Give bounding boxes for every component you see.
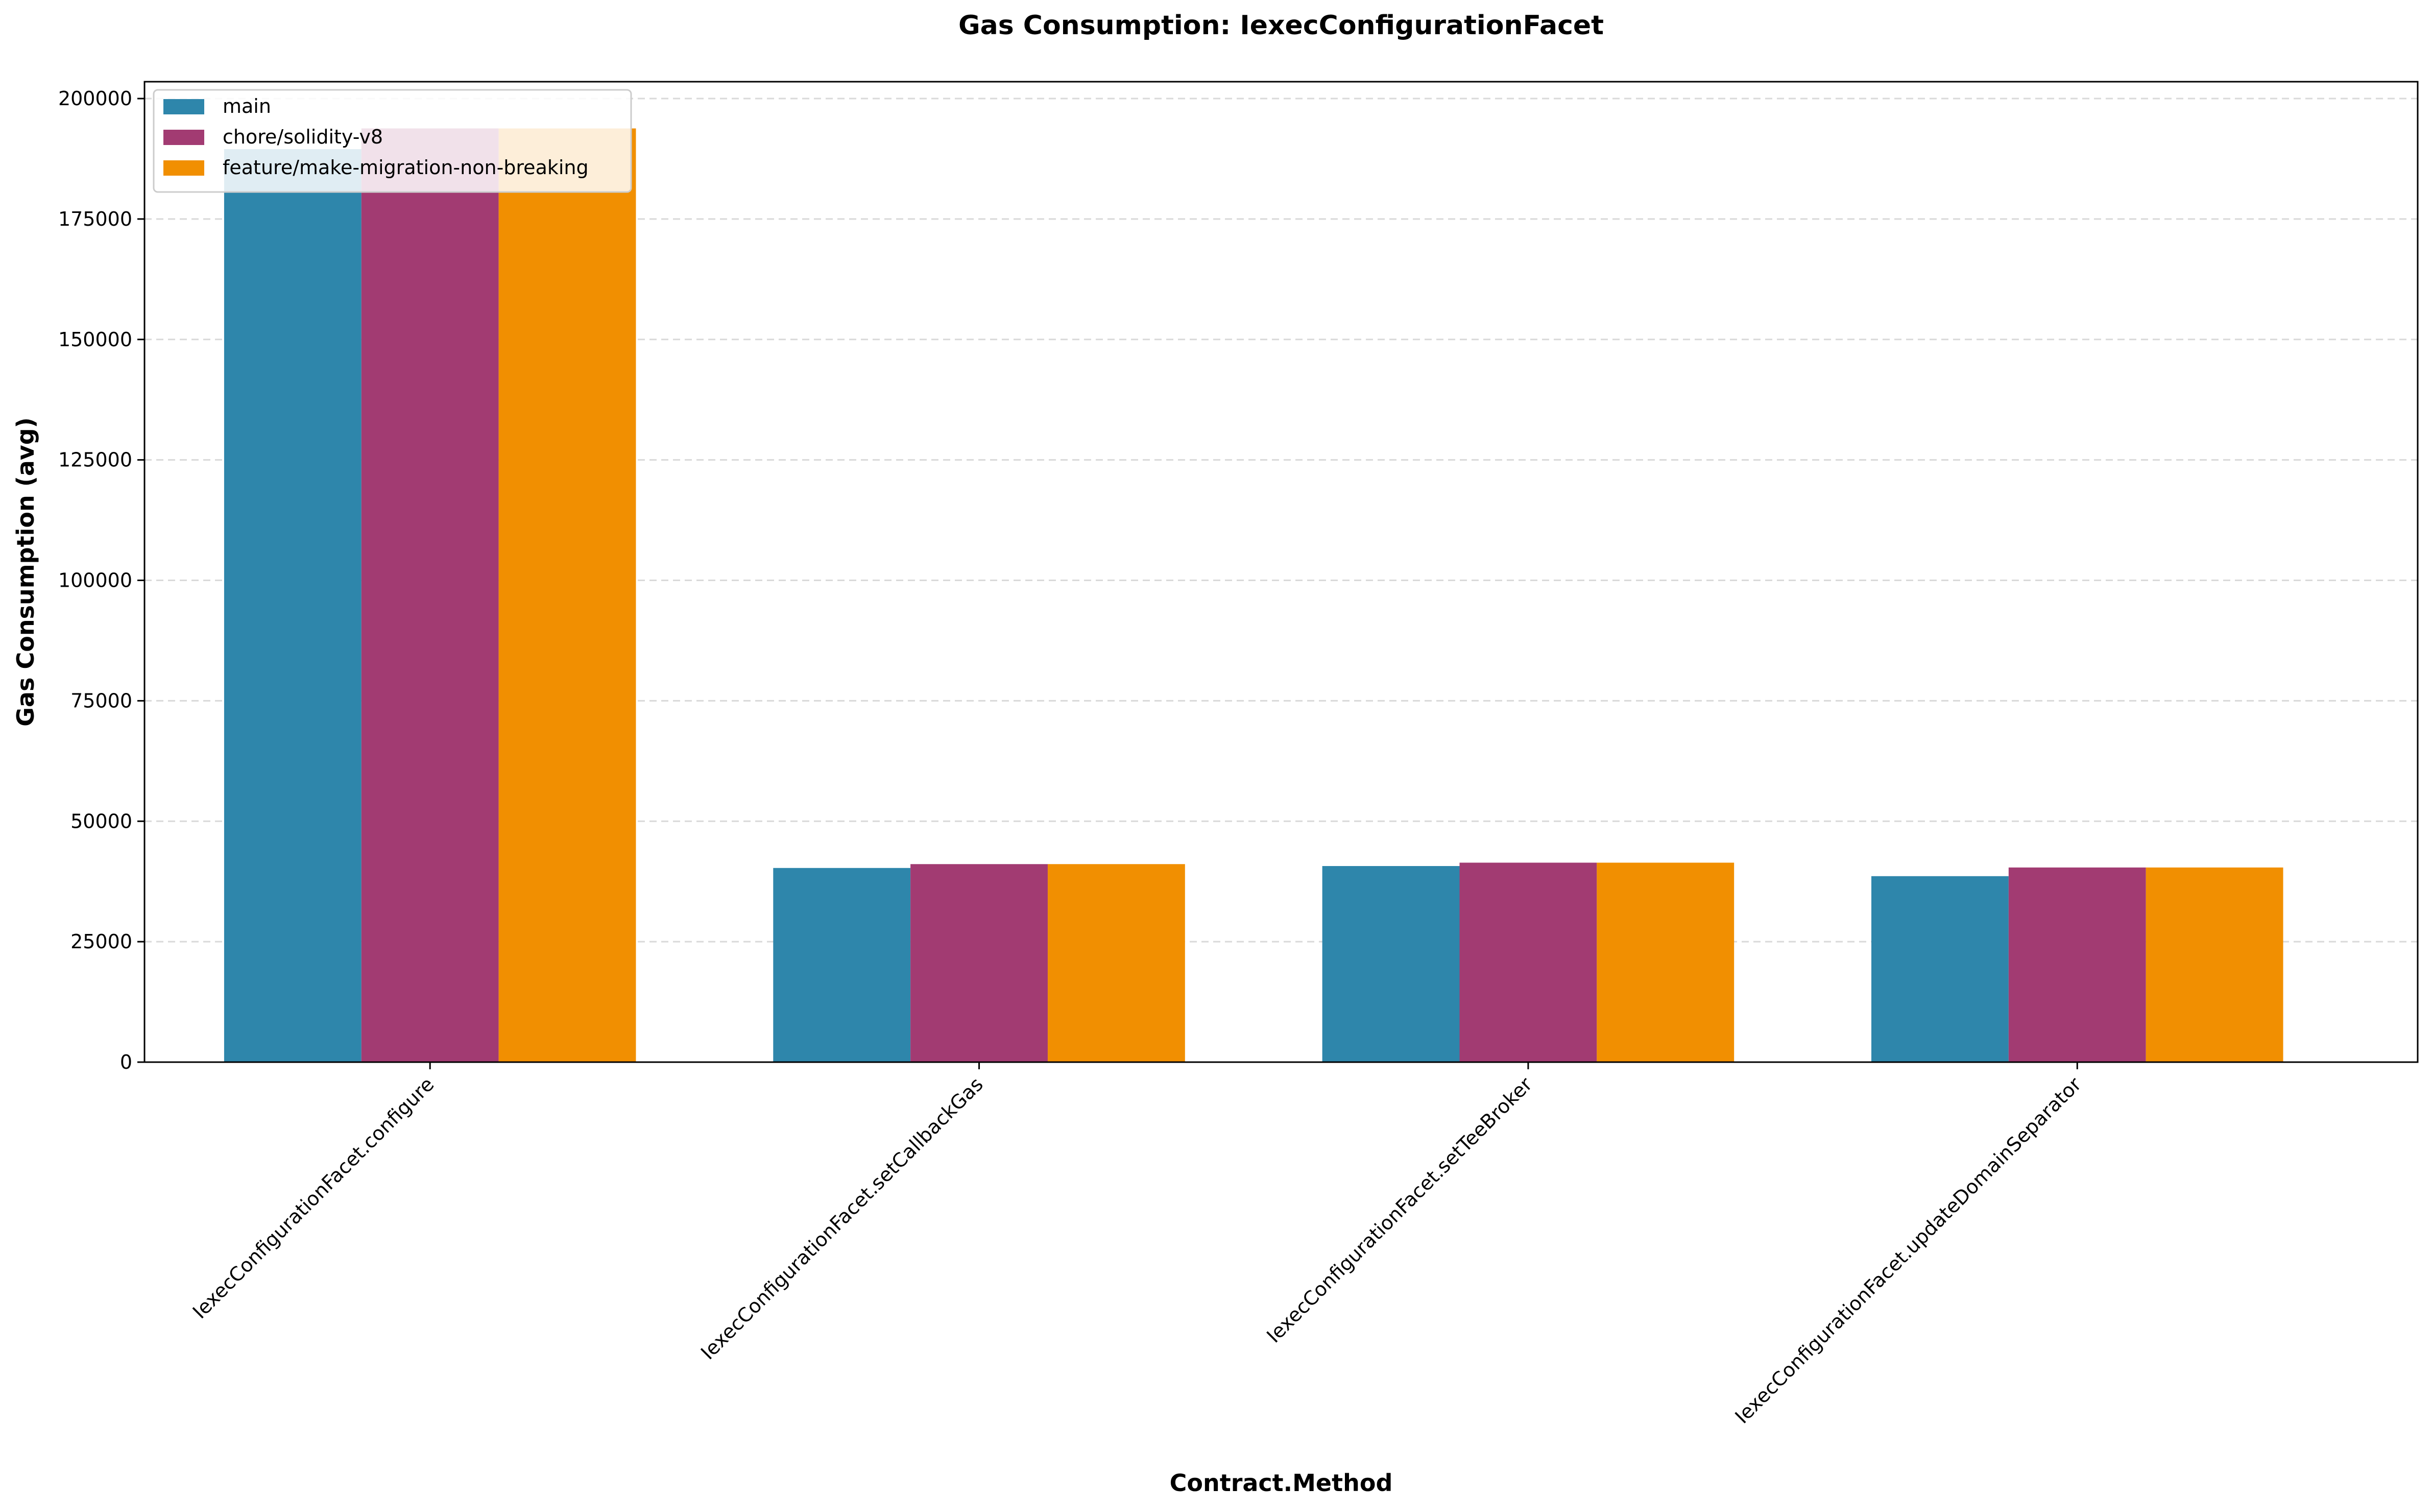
chart-title: Gas Consumption: IexecConfigurationFacet [958,10,1604,41]
y-tick-label: 100000 [58,569,132,592]
bar-2-3 [1459,862,1597,1062]
y-axis-ticks: 0 25000 50000 75000 100000 125000 150000 175000… [58,87,144,1073]
bar-1-2 [773,868,911,1062]
legend-swatch [163,160,204,176]
bar-1-1 [224,149,362,1063]
bar-3-1 [498,128,636,1062]
legend-swatch [163,130,204,145]
bar-2-4 [2008,867,2146,1062]
y-tick-label: 25000 [70,930,132,953]
legend-label: main [223,95,271,117]
bar-1-3 [1322,866,1460,1062]
y-tick-label: 0 [120,1051,132,1073]
plot-frame [143,81,2419,1063]
y-tick-label: 125000 [58,449,132,471]
y-tick-label: 50000 [70,810,132,832]
x-axis-label: Contract.Method [1170,1469,1393,1497]
bar-3-4 [2146,867,2283,1062]
legend-frame [153,89,632,193]
bar-3-3 [1597,862,1735,1062]
y-tick-label: 200000 [58,87,132,110]
bar-2-1 [361,128,499,1062]
legend-swatch [163,99,204,114]
bar-3-2 [1047,864,1185,1062]
y-tick-label: 150000 [58,328,132,351]
bar-1-4 [1871,876,2009,1062]
y-tick-label: 75000 [70,689,132,712]
legend: main chore/solidity-v8 feature/make-migrat… [153,89,632,193]
legend-label: chore/solidity-v8 [223,126,383,148]
y-axis-label: Gas Consumption (avg) [12,417,39,726]
legend-items: main chore/solidity-v8 feature/make-migrat… [163,95,589,179]
bars [224,128,2283,1063]
bar-2-2 [910,864,1048,1062]
y-tick-label: 175000 [58,208,132,230]
legend-label: feature/make-migration-non-breaking [223,156,589,179]
